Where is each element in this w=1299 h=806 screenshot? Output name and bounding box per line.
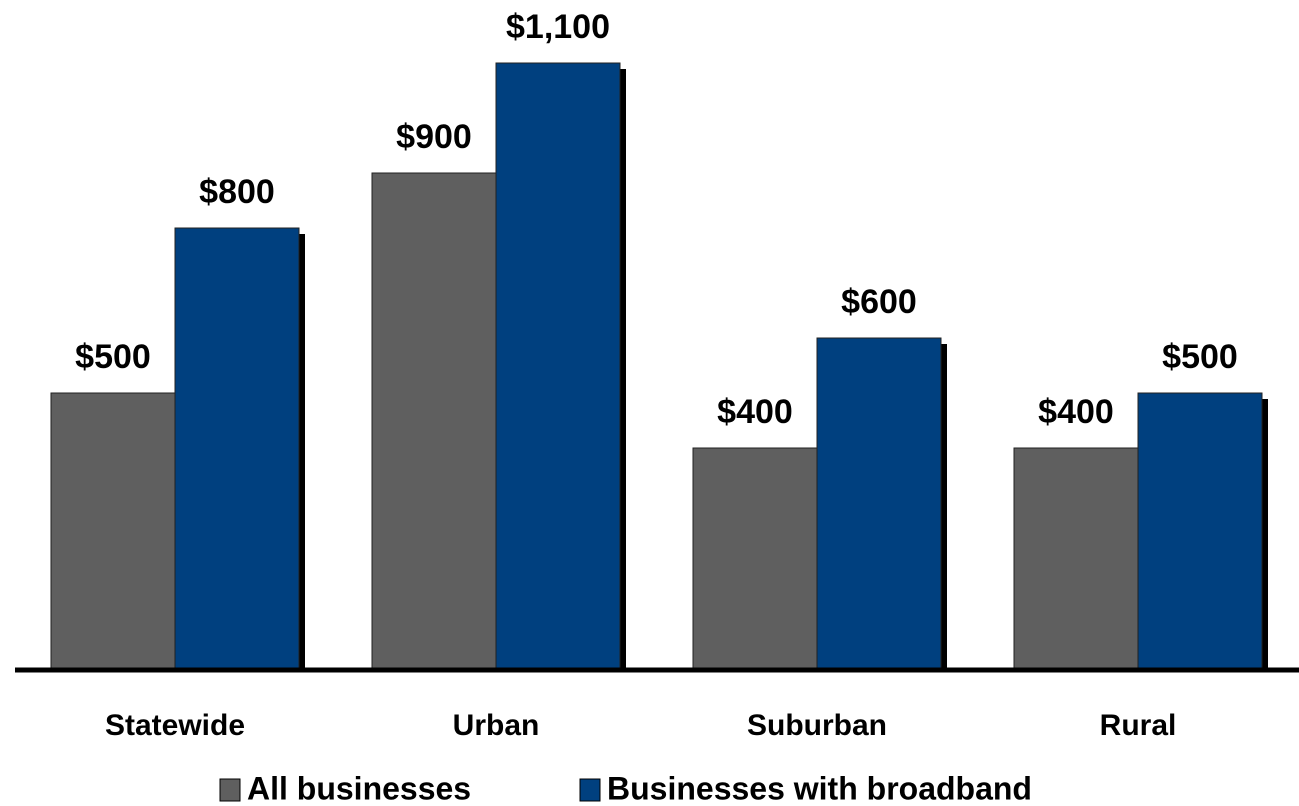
value-label: $900	[396, 118, 472, 156]
bar	[1013, 447, 1139, 669]
x-tick-label: Urban	[453, 709, 540, 742]
value-label: $500	[75, 338, 151, 376]
value-label: $1,100	[506, 8, 610, 46]
value-label: $800	[199, 173, 275, 211]
legend-label: All businesses	[247, 770, 471, 806]
x-tick-label: Rural	[1100, 709, 1177, 742]
bar	[816, 337, 942, 669]
value-label: $400	[1038, 393, 1114, 431]
value-label: $400	[717, 393, 793, 431]
bar	[1137, 392, 1263, 669]
value-label: $500	[1162, 338, 1238, 376]
bar	[50, 392, 176, 669]
legend-swatch	[219, 778, 241, 802]
x-tick-label: Statewide	[105, 709, 245, 742]
bar	[174, 227, 300, 669]
bar	[371, 172, 497, 669]
bar	[692, 447, 818, 669]
legend-label: Businesses with broadband	[607, 770, 1032, 806]
x-tick-label: Suburban	[747, 709, 887, 742]
bar	[495, 62, 621, 669]
value-label: $600	[841, 283, 917, 321]
legend-swatch	[579, 778, 601, 802]
